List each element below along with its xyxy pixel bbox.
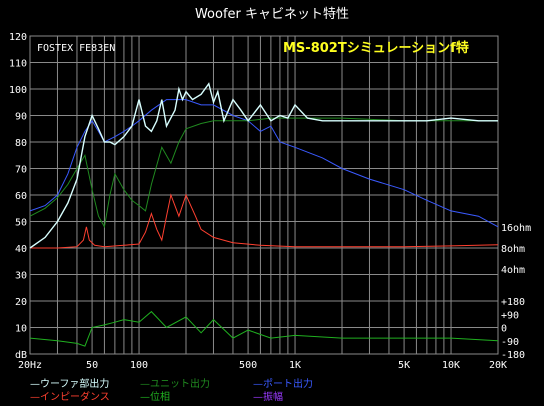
right-axis-phase-label: -180 [501, 350, 525, 361]
legend-label: ポート出力 [263, 379, 313, 390]
y-tick-label: 50 [15, 218, 27, 229]
right-axis-impedance-label: 8ohm [501, 244, 525, 255]
y-tick-label: 30 [15, 271, 27, 282]
x-tick-label: 20K [489, 360, 507, 371]
x-tick-label: 100 [130, 360, 148, 371]
legend-swatch: — [30, 392, 40, 403]
y-tick-label: 100 [9, 85, 27, 96]
legend-label: インピーダンス [40, 392, 110, 403]
legend-item-amplitude: —振幅 [253, 388, 283, 403]
series-group [29, 82, 499, 347]
right-axis-phase-label: -90 [501, 337, 519, 348]
legend-swatch: — [140, 392, 150, 403]
legend-swatch: — [30, 379, 40, 390]
legend-item-port-output: —ポート出力 [253, 375, 313, 390]
right-axis-impedance-label: 16ohm [501, 223, 531, 234]
series-port-output [29, 99, 499, 228]
driver-label: FOSTEX FE83EN [37, 43, 115, 54]
right-axis-phase-label: +90 [501, 310, 519, 321]
y-tick-label: 70 [15, 165, 27, 176]
grid [30, 35, 498, 355]
x-tick-label: 20Hz [18, 360, 42, 371]
legend-label: ウーファ部出力 [40, 379, 110, 390]
chart-subtitle: MS-802Tシミュレーションf特 [283, 40, 469, 56]
y-tick-label: 60 [15, 191, 27, 202]
x-tick-label: 5K [398, 360, 410, 371]
y-tick-label: 20 [15, 297, 27, 308]
right-axis-phase-label: +180 [501, 297, 525, 308]
chart-title: Woofer キャビネット特性 [194, 7, 350, 22]
x-tick-label: 500 [239, 360, 257, 371]
x-tick-label: 50 [86, 360, 98, 371]
legend-item-impedance: —インピーダンス [30, 388, 110, 403]
y-tick-label: 90 [15, 112, 27, 123]
y-tick-label: 120 [9, 32, 27, 43]
legend-swatch: — [140, 379, 150, 390]
legend-item-unit-output: —ユニット出力 [140, 375, 210, 390]
legend-item-woofer-output: —ウーファ部出力 [30, 375, 109, 390]
legend-label: 振幅 [263, 392, 283, 403]
y-tick-label: 110 [9, 59, 27, 70]
y-tick-label: 80 [15, 138, 27, 149]
legend-label: ユニット出力 [150, 379, 210, 390]
x-tick-label: 10K [442, 360, 460, 371]
series-impedance [30, 193, 499, 249]
y-tick-label: dB [15, 350, 27, 361]
series-woofer-output [29, 82, 498, 249]
y-tick-label: 10 [15, 324, 27, 335]
legend-swatch: — [253, 392, 263, 403]
series-phase [29, 310, 499, 347]
axis-labels: dB 10 20 30 40 50 60 70 80 90 100 110 120 20Hz 50 100 50… [9, 32, 531, 371]
right-axis-impedance-label: 4ohm [501, 265, 525, 276]
y-tick-label: 40 [15, 244, 27, 255]
right-axis-phase-label: 0 [501, 324, 507, 335]
x-tick-label: 1K [289, 360, 301, 371]
legend-swatch: — [253, 379, 263, 390]
legend-label: 位相 [150, 392, 170, 403]
legend-item-phase: —位相 [140, 388, 170, 403]
